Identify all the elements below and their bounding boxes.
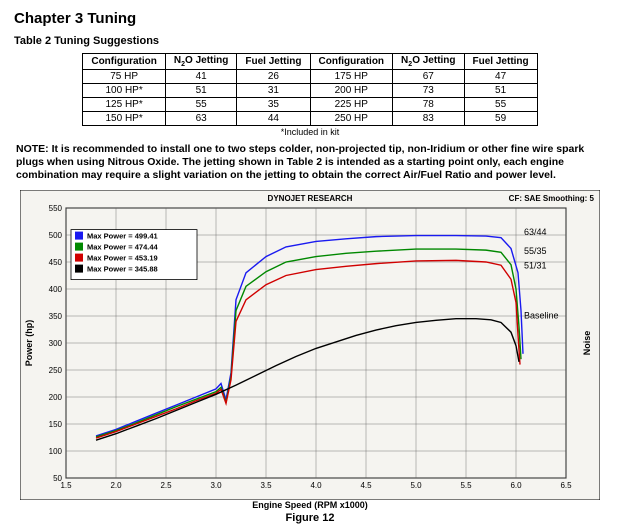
table-cell: 44 [237, 112, 310, 126]
table-cell: 51 [165, 84, 236, 98]
figure-caption: Figure 12 [14, 512, 606, 524]
note-body: It is recommended to install one to two … [16, 143, 584, 181]
svg-text:350: 350 [49, 312, 63, 321]
svg-text:55/35: 55/35 [524, 246, 547, 256]
svg-text:Max Power = 345.88: Max Power = 345.88 [87, 265, 158, 274]
note-block: NOTE: It is recommended to install one t… [16, 143, 604, 182]
svg-text:Noise: Noise [582, 331, 592, 356]
table-header: Fuel Jetting [464, 54, 537, 70]
svg-text:Max Power = 453.19: Max Power = 453.19 [87, 254, 158, 263]
svg-text:2.5: 2.5 [160, 481, 172, 490]
svg-text:3.0: 3.0 [210, 481, 222, 490]
table-header: Configuration [310, 54, 393, 70]
svg-text:1.5: 1.5 [60, 481, 72, 490]
table-row: 75 HP4126175 HP6747 [83, 70, 537, 84]
svg-text:250: 250 [49, 366, 63, 375]
table-cell: 225 HP [310, 98, 393, 112]
table-header: Configuration [83, 54, 166, 70]
svg-text:450: 450 [49, 258, 63, 267]
table-cell: 78 [393, 98, 464, 112]
svg-text:150: 150 [49, 420, 63, 429]
svg-text:400: 400 [49, 285, 63, 294]
table-cell: 55 [464, 98, 537, 112]
table-row: 150 HP*6344250 HP8359 [83, 112, 537, 126]
svg-text:Max Power = 499.41: Max Power = 499.41 [87, 232, 158, 241]
svg-text:CF: SAE Smoothing: 5: CF: SAE Smoothing: 5 [509, 194, 595, 203]
svg-text:4.5: 4.5 [360, 481, 372, 490]
svg-text:6.0: 6.0 [510, 481, 522, 490]
table-cell: 59 [464, 112, 537, 126]
svg-text:Baseline: Baseline [524, 311, 559, 321]
chapter-title: Chapter 3 Tuning [14, 10, 606, 27]
svg-text:5.0: 5.0 [410, 481, 422, 490]
note-label: NOTE: [16, 143, 52, 155]
table-cell: 63 [165, 112, 236, 126]
svg-text:51/31: 51/31 [524, 261, 547, 271]
table-cell: 55 [165, 98, 236, 112]
table-cell: 26 [237, 70, 310, 84]
table-cell: 41 [165, 70, 236, 84]
svg-text:550: 550 [49, 204, 63, 213]
table-row: 125 HP*5535225 HP7855 [83, 98, 537, 112]
table-cell: 150 HP* [83, 112, 166, 126]
dyno-chart: DYNOJET RESEARCH CF: SAE Smoothing: 5 1.5 2… [20, 190, 600, 500]
svg-text:50: 50 [53, 474, 62, 483]
table-cell: 35 [237, 98, 310, 112]
table-cell: 175 HP [310, 70, 393, 84]
svg-text:5.5: 5.5 [460, 481, 472, 490]
svg-text:63/44: 63/44 [524, 227, 547, 237]
table-cell: 100 HP* [83, 84, 166, 98]
svg-text:100: 100 [49, 447, 63, 456]
table-cell: 73 [393, 84, 464, 98]
table-cell: 31 [237, 84, 310, 98]
x-axis-label: Engine Speed (RPM x1000) [14, 500, 606, 510]
svg-text:200: 200 [49, 393, 63, 402]
table-header: N2O Jetting [165, 54, 236, 70]
table-header: Fuel Jetting [237, 54, 310, 70]
table-cell: 51 [464, 84, 537, 98]
svg-text:500: 500 [49, 231, 63, 240]
svg-text:300: 300 [49, 339, 63, 348]
table-row: 100 HP*5131200 HP7351 [83, 84, 537, 98]
svg-text:Power (hp): Power (hp) [24, 320, 34, 367]
table-cell: 67 [393, 70, 464, 84]
tuning-table: ConfigurationN2O JettingFuel JettingConf… [82, 53, 537, 126]
table-cell: 75 HP [83, 70, 166, 84]
svg-text:Max Power = 474.44: Max Power = 474.44 [87, 243, 158, 252]
svg-text:2.0: 2.0 [110, 481, 122, 490]
table-title: Table 2 Tuning Suggestions [14, 35, 606, 47]
svg-text:3.5: 3.5 [260, 481, 272, 490]
svg-text:6.5: 6.5 [560, 481, 572, 490]
table-footnote: *Included in kit [14, 127, 606, 137]
table-header: N2O Jetting [393, 54, 464, 70]
table-cell: 250 HP [310, 112, 393, 126]
svg-text:DYNOJET RESEARCH: DYNOJET RESEARCH [268, 194, 353, 203]
table-cell: 125 HP* [83, 98, 166, 112]
svg-text:4.0: 4.0 [310, 481, 322, 490]
table-cell: 47 [464, 70, 537, 84]
table-cell: 200 HP [310, 84, 393, 98]
table-cell: 83 [393, 112, 464, 126]
